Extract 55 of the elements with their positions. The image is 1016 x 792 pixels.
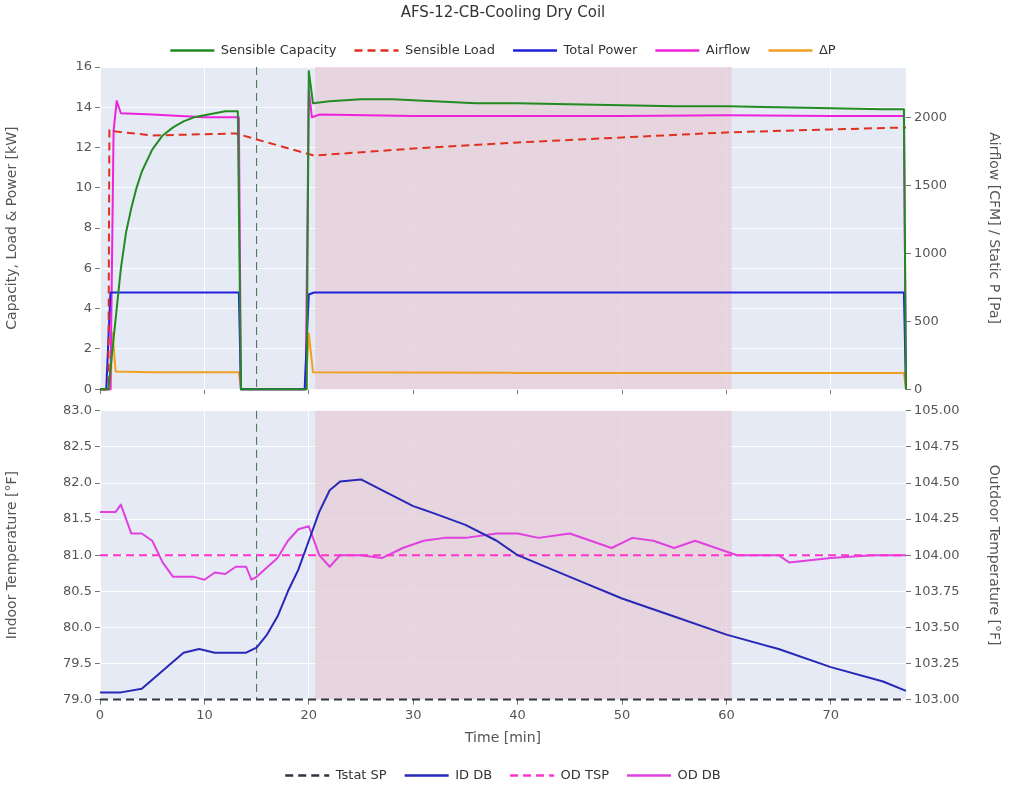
y-tick-label: 83.0 [63,402,92,418]
legend-label: Sensible Capacity [220,41,337,57]
y2-tick-label: 104.00 [914,546,960,562]
y-tick-label: 16 [75,58,92,74]
legend-label: Total Power [562,41,638,57]
y-axis-title: Capacity, Load & Power [kW] [3,126,20,330]
y2-tick-label: 104.75 [914,438,960,454]
y-tick-label: 82.0 [63,474,92,490]
y-axis-title: Indoor Temperature [°F] [3,471,20,640]
y-tick-label: 14 [75,98,92,114]
y2-tick-label: 103.00 [914,690,960,706]
y-tick-label: 80.5 [63,582,92,598]
legend-label: Tstat SP [334,766,387,782]
x-tick-label: 50 [613,706,631,722]
y2-tick-label: 103.50 [914,618,960,634]
legend-label: ΔP [818,41,836,57]
y-tick-label: 12 [75,138,92,154]
y-tick-label: 0 [83,380,92,396]
x-tick-label: 0 [95,706,105,722]
y-tick-label: 4 [83,300,92,316]
y2-tick-label: 1500 [914,176,948,192]
legend-label: Airflow [705,41,751,57]
y2-axis-title: Outdoor Temperature [°F] [986,464,1003,646]
x-axis-title: Time [min] [463,729,542,746]
legend-label: OD DB [677,766,721,782]
y-tick-label: 79.5 [63,654,92,670]
y-tick-label: 82.5 [63,438,92,454]
y-tick-label: 81.5 [63,510,92,526]
y2-tick-label: 500 [914,312,939,328]
y2-axis-title: Airflow [CFM] / Static P [Pa] [986,132,1003,324]
legend-label: OD TSP [560,766,610,782]
y-tick-label: 81.0 [63,546,92,562]
x-tick-label: 20 [300,706,318,722]
y2-tick-label: 105.00 [914,402,960,418]
y-tick-label: 6 [83,259,92,275]
y-tick-label: 10 [75,179,92,195]
chart-title: AFS-12-CB-Cooling Dry Coil [400,2,606,21]
y2-tick-label: 1000 [914,244,948,260]
x-tick-label: 10 [196,706,213,722]
y-tick-label: 2 [83,340,92,356]
x-tick-label: 30 [404,706,422,722]
y-tick-label: 80.0 [63,618,92,634]
y-tick-label: 8 [83,219,92,235]
x-tick-label: 60 [718,706,735,722]
legend-label: Sensible Load [404,41,496,57]
y2-tick-label: 2000 [914,108,948,124]
legend-label: ID DB [455,766,493,782]
y2-tick-label: 0 [914,380,923,396]
x-tick-label: 40 [509,706,526,722]
x-tick-label: 70 [822,706,840,722]
y2-tick-label: 104.50 [914,474,960,490]
y2-tick-label: 103.25 [914,654,960,670]
y2-tick-label: 104.25 [914,510,960,526]
y2-tick-label: 103.75 [914,582,960,598]
y-tick-label: 79.0 [63,690,92,706]
